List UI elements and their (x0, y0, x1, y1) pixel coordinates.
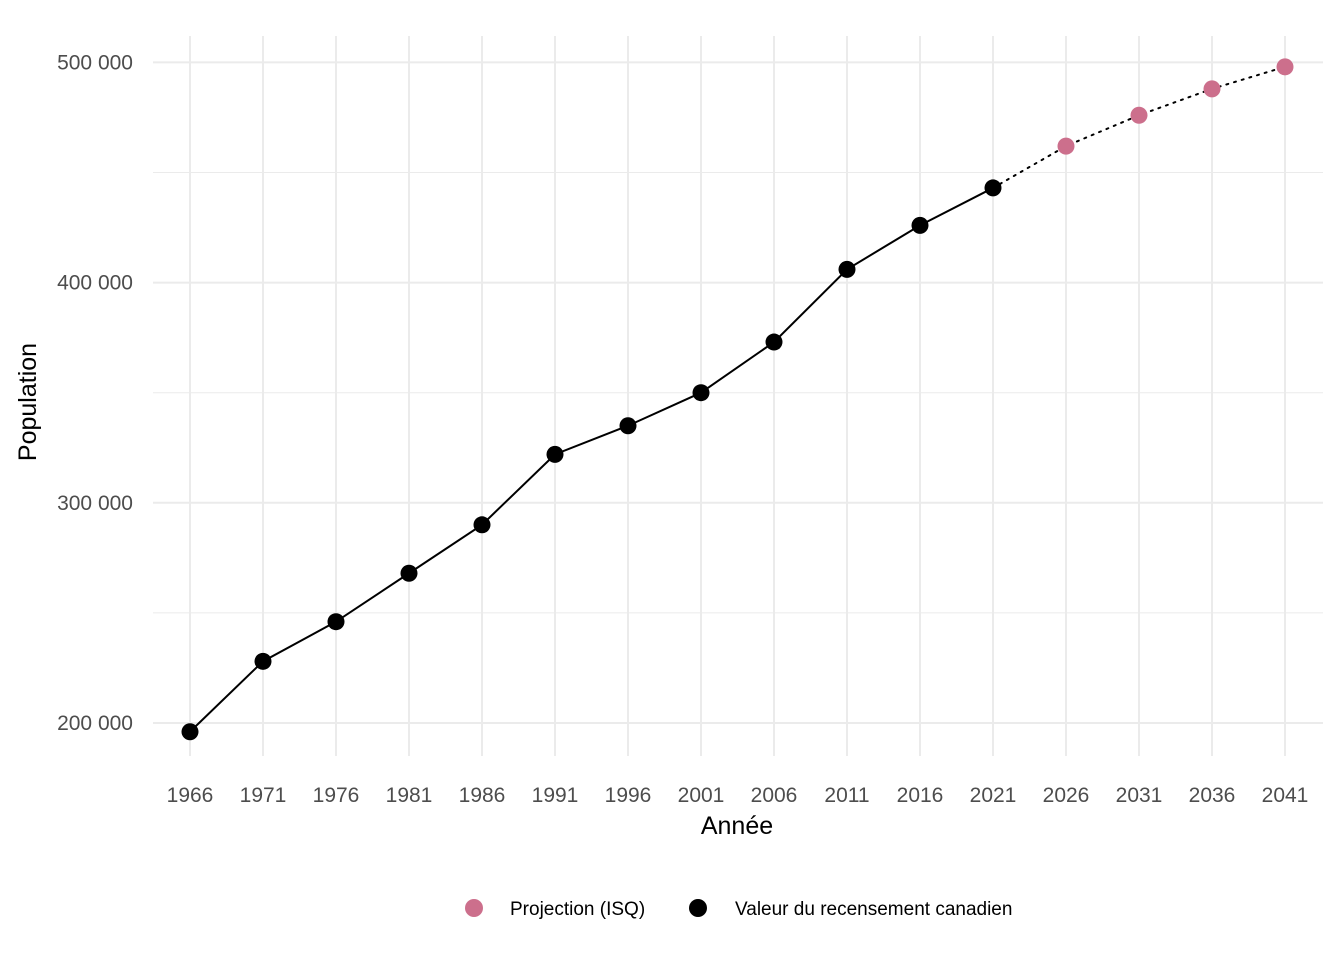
legend-marker-projection (465, 899, 483, 917)
x-axis-ticks: 1966 1971 1976 1981 1986 1991 1996 2001 2006 2011… (167, 784, 1309, 807)
y-tick-label: 400 000 (57, 272, 133, 295)
x-tick-label: 1986 (459, 784, 506, 807)
legend-marker-census (689, 899, 707, 917)
series-line-projection (992, 65, 1286, 189)
x-tick-label: 1981 (386, 784, 433, 807)
y-tick-label: 200 000 (57, 712, 133, 735)
y-axis-title: Population (14, 343, 42, 461)
x-tick-label: 1976 (313, 784, 360, 807)
x-tick-label: 2011 (824, 784, 869, 807)
series-lines (189, 65, 1286, 733)
point-census-2001 (692, 384, 710, 402)
x-tick-label: 1991 (532, 784, 579, 807)
legend-label-projection: Projection (ISQ) (510, 899, 645, 920)
legend-label-census: Valeur du recensement canadien (735, 899, 1012, 920)
x-tick-label: 2036 (1189, 784, 1236, 807)
series-points (181, 58, 1294, 741)
point-projection-2031 (1130, 106, 1148, 124)
x-tick-label: 2016 (897, 784, 944, 807)
point-census-2016 (911, 216, 929, 234)
grid-layer (153, 36, 1323, 756)
x-tick-label: 2026 (1043, 784, 1090, 807)
x-tick-label: 1966 (167, 784, 214, 807)
point-census-1976 (327, 613, 345, 631)
point-census-2006 (765, 333, 783, 351)
point-projection-2041 (1276, 58, 1294, 76)
y-axis-ticks: 200 000 300 000 400 000 500 000 (57, 51, 133, 735)
x-tick-label: 1971 (240, 784, 287, 807)
point-projection-2036 (1203, 80, 1221, 98)
point-census-1981 (400, 564, 418, 582)
point-census-2011 (838, 260, 856, 278)
point-census-1986 (473, 516, 491, 534)
point-projection-2026 (1057, 137, 1075, 155)
x-tick-label: 2041 (1262, 784, 1309, 807)
point-census-1966 (181, 723, 199, 741)
x-tick-label: 2001 (678, 784, 725, 807)
x-tick-label: 2031 (1116, 784, 1163, 807)
y-tick-label: 300 000 (57, 492, 133, 515)
point-census-1991 (546, 445, 564, 463)
point-census-1971 (254, 652, 272, 670)
point-census-1996 (619, 417, 637, 435)
legend: Projection (ISQ) Valeur du recensement c… (465, 899, 1012, 920)
x-tick-label: 2021 (970, 784, 1017, 807)
point-census-2021 (984, 179, 1002, 197)
series-line-census (189, 187, 994, 733)
x-tick-label: 1996 (605, 784, 652, 807)
x-axis-title: Année (701, 812, 773, 840)
y-tick-label: 500 000 (57, 51, 133, 74)
x-tick-label: 2006 (751, 784, 798, 807)
